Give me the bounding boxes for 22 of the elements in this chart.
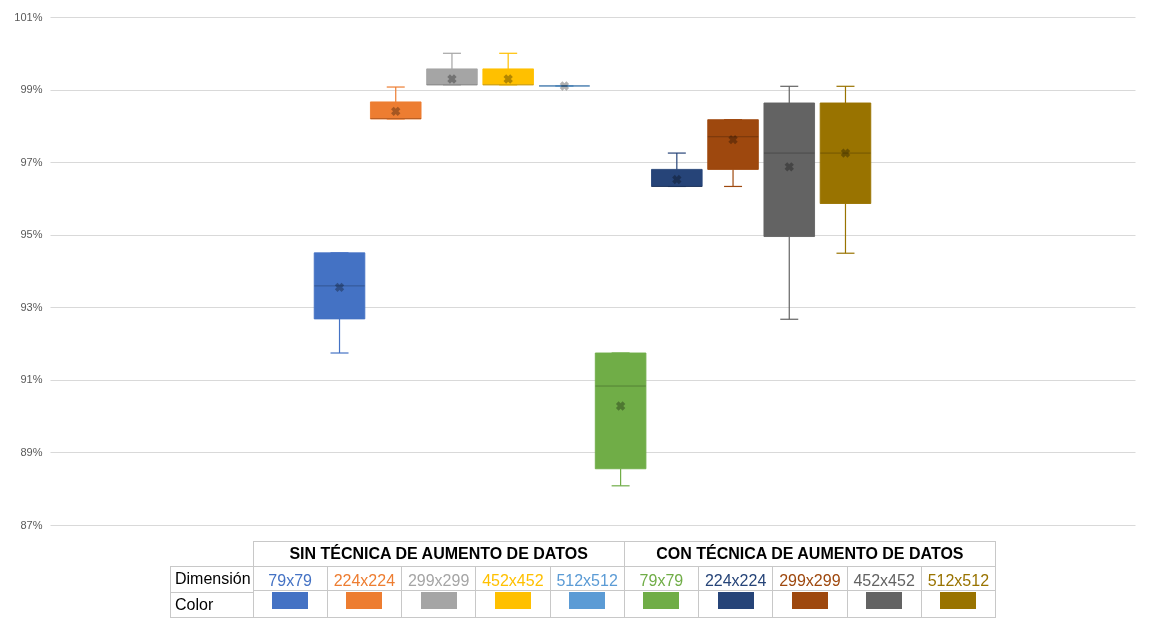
legend-title: Dimensión [170, 566, 253, 592]
y-tick-label: 87% [20, 518, 43, 531]
y-tick-label: 99% [20, 83, 43, 96]
text: 224x224 [327, 567, 401, 591]
text: 79x79 [253, 567, 327, 591]
y-tick-label: 95% [20, 228, 43, 241]
text: 224x224 [699, 567, 773, 591]
y-tick-label: 91% [20, 373, 43, 386]
text: 512x512 [550, 567, 624, 591]
text: 79x79 [624, 567, 698, 591]
y-tick-label: 89% [20, 445, 43, 458]
text: 299x299 [402, 567, 476, 591]
text: SIN TÉCNICA DE AUMENTO DE DATOS [253, 541, 625, 567]
text: 512x512 [921, 567, 995, 591]
y-tick-label: 101% [14, 10, 43, 23]
y-tick-label: 93% [20, 300, 43, 313]
text: Color [170, 592, 253, 618]
text: 452x452 [847, 567, 921, 591]
y-tick-label: 97% [20, 155, 43, 168]
text: 452x452 [476, 567, 550, 591]
text: 299x299 [773, 567, 847, 591]
text: CON TÉCNICA DE AUMENTO DE DATOS [624, 541, 996, 567]
